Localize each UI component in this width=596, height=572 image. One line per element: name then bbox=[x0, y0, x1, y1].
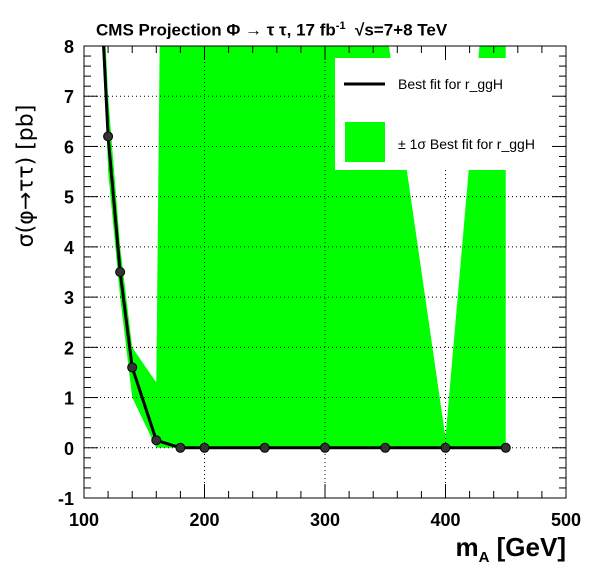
x-axis-label-main: m bbox=[455, 532, 479, 562]
legend-band-swatch bbox=[345, 122, 385, 162]
y-tick-label-7: 7 bbox=[64, 87, 74, 107]
x-tick-label-100: 100 bbox=[69, 510, 99, 530]
y-tick-label-6: 6 bbox=[64, 137, 74, 157]
data-point-450 bbox=[500, 442, 511, 453]
points-layer bbox=[103, 131, 511, 453]
tick-labels: 100 200 300 400 500 -1 0 1 2 3 4 5 6 7 8 bbox=[58, 37, 581, 530]
x-tick-label-300: 300 bbox=[310, 510, 340, 530]
title-text: CMS Projection Φ → τ τ, 17 fb bbox=[96, 20, 336, 40]
best-fit-line bbox=[102, 46, 506, 450]
data-point-300 bbox=[320, 442, 330, 453]
data-point-350 bbox=[380, 442, 391, 453]
ticks-layer bbox=[83, 45, 567, 499]
x-axis-label: mA [GeV] bbox=[455, 532, 566, 566]
y-tick-label-3: 3 bbox=[64, 288, 74, 308]
x-axis-label-sub: A bbox=[478, 549, 490, 567]
y-tick-label--1: -1 bbox=[58, 489, 74, 509]
x-tick-label-500: 500 bbox=[551, 510, 581, 530]
data-point-180 bbox=[175, 442, 186, 453]
y-tick-label-4: 4 bbox=[64, 238, 74, 258]
data-point-130 bbox=[115, 267, 126, 277]
legend: Best fit for r_ggH ± 1σ Best fit for r_g… bbox=[335, 58, 564, 170]
y-tick-label-8: 8 bbox=[64, 37, 74, 57]
data-point-160 bbox=[151, 435, 162, 446]
legend-entry-best-fit: Best fit for r_ggH bbox=[398, 76, 503, 92]
legend-entry-band: ± 1σ Best fit for r_ggH bbox=[398, 136, 535, 152]
line-layer bbox=[102, 46, 506, 450]
y-tick-label-5: 5 bbox=[64, 188, 74, 208]
x-tick-label-200: 200 bbox=[189, 510, 219, 530]
data-point-250 bbox=[259, 442, 270, 453]
y-tick-label-1: 1 bbox=[64, 389, 74, 409]
y-axis-label: σ(φ→ττ) [pb] bbox=[13, 104, 39, 248]
grid-layer bbox=[84, 46, 566, 498]
y-tick-label-2: 2 bbox=[64, 338, 74, 358]
chart-title: CMS Projection Φ → τ τ, 17 fb-1 √s=7+8 T… bbox=[96, 20, 447, 41]
data-point-120 bbox=[103, 131, 114, 142]
data-point-140 bbox=[127, 362, 138, 373]
x-tick-label-400: 400 bbox=[430, 510, 460, 530]
title-lumi-exponent: -1 bbox=[335, 20, 346, 32]
data-point-200 bbox=[199, 442, 210, 453]
x-axis-label-unit: [GeV] bbox=[489, 532, 566, 562]
data-point-400 bbox=[440, 442, 451, 453]
title-energy: √s=7+8 TeV bbox=[355, 20, 448, 40]
y-tick-label-0: 0 bbox=[64, 439, 74, 459]
